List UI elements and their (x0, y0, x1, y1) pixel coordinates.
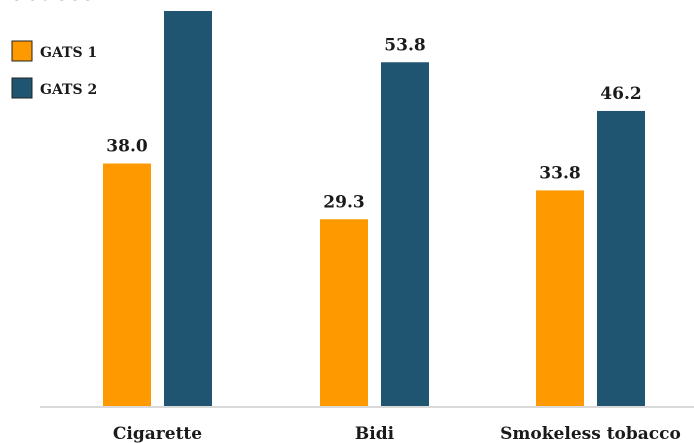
chart-title: tobacco (0, 0, 95, 6)
value-label: 33.8 (539, 163, 580, 183)
value-label: 53.8 (384, 35, 425, 55)
category-labels: Cigarette Bidi Smokeless tobacco (113, 424, 681, 443)
value-label: 29.3 (323, 192, 364, 212)
legend-swatch (11, 40, 33, 62)
value-label: 46.2 (600, 84, 641, 104)
bar-gats-1-cigarette (103, 163, 151, 407)
value-label: 38.0 (106, 137, 148, 157)
bar-gats-2-cigarette (164, 11, 212, 407)
legend-label: GATS 1 (40, 45, 97, 61)
legend: GATS 1 GATS 2 (11, 40, 97, 99)
bar-gats-1-bidi (320, 219, 368, 407)
category-label: Bidi (355, 424, 395, 443)
bar-gats-2-smokeless-tobacco (597, 110, 645, 407)
bar-gats-1-smokeless-tobacco (536, 190, 584, 407)
legend-swatch (11, 77, 33, 99)
bars (103, 11, 645, 407)
category-label: Cigarette (113, 424, 202, 443)
category-label: Smokeless tobacco (500, 424, 681, 443)
bar-gats-2-bidi (381, 62, 429, 407)
value-labels: 38.0 29.3 33.8 53.8 46.2 (106, 35, 641, 212)
legend-label: GATS 2 (40, 82, 97, 98)
